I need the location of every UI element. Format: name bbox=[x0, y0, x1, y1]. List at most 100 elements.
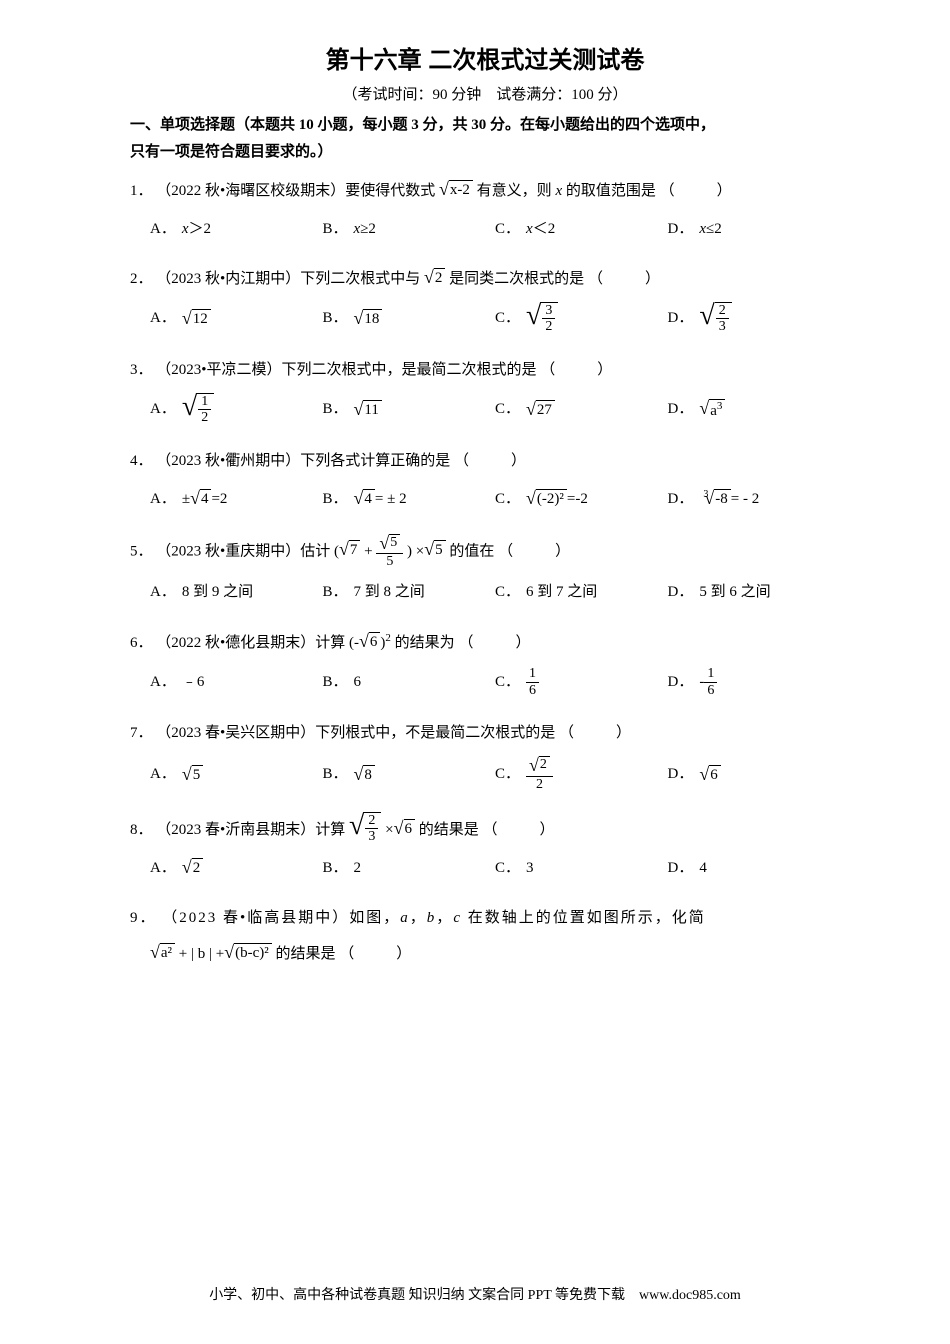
sqrt-icon: √4 bbox=[190, 489, 211, 508]
val: 12 bbox=[192, 309, 211, 328]
q4-text: （2023 秋•衢州期中）下列各式计算正确的是 bbox=[156, 453, 450, 469]
opt-label: B． bbox=[323, 484, 348, 514]
q2-sqrt: 2 bbox=[434, 268, 446, 287]
rest: ≤2 bbox=[706, 214, 722, 244]
opt-label: D． bbox=[668, 214, 694, 244]
q8-stem: 8． （2023 春•沂南县期末）计算 √23 ×√6 的结果是 （ ） bbox=[130, 812, 840, 845]
val: 18 bbox=[363, 309, 382, 328]
q7-opt-c: C．√22 bbox=[495, 756, 668, 792]
base: a bbox=[710, 403, 717, 419]
opt-label: D． bbox=[668, 853, 694, 883]
post: =-2 bbox=[567, 484, 588, 514]
q9-text-c: 的结果是 bbox=[276, 946, 336, 962]
q6-options: A．﹣6 B．6 C．16 D．-16 bbox=[150, 666, 840, 698]
plus1: + | b | + bbox=[175, 946, 224, 962]
q8-text-b: 的结果是 bbox=[419, 822, 479, 838]
q9-text-b: 在数轴上的位置如图所示，化简 bbox=[462, 910, 706, 926]
val: 4 bbox=[200, 489, 212, 508]
q6-stem: 6． （2022 秋•德化县期末）计算 (-√6)2 的结果为 （ ） bbox=[130, 627, 840, 658]
val: 27 bbox=[536, 400, 555, 419]
pre: ± bbox=[182, 484, 190, 514]
q6-opt-d: D．-16 bbox=[668, 666, 841, 698]
q2-text-b: 是同类二次根式的是 bbox=[449, 271, 584, 287]
opt-label: D． bbox=[668, 484, 694, 514]
q3-stem: 3． （2023•平凉二模）下列二次根式中，是最简二次根式的是 （ ） bbox=[130, 355, 840, 385]
frac: 23 bbox=[364, 812, 381, 845]
frac: 23 bbox=[715, 302, 732, 335]
q1-opt-b: B．x≥2 bbox=[323, 214, 496, 244]
answer-paren: （ ） bbox=[498, 543, 574, 559]
num: 1 bbox=[704, 666, 717, 682]
question-1: 1． （2022 秋•海曙区校级期末）要使得代数式 √x-2 有意义，则 x 的… bbox=[130, 176, 840, 244]
q1-stem: 1． （2022 秋•海曙区校级期末）要使得代数式 √x-2 有意义，则 x 的… bbox=[130, 176, 840, 206]
q2-opt-c: C．√32 bbox=[495, 302, 668, 335]
q7-num: 7． bbox=[130, 725, 153, 741]
q3-options: A．√12 B．√11 C．√27 D．√a3 bbox=[150, 393, 840, 426]
den: 3 bbox=[365, 829, 378, 844]
var: x bbox=[699, 214, 706, 244]
opt-label: C． bbox=[495, 577, 520, 607]
q5-opt-d: D．5 到 6 之间 bbox=[668, 577, 841, 607]
sqrt-icon: √27 bbox=[526, 400, 555, 419]
val: 11 bbox=[363, 400, 381, 419]
question-6: 6． （2022 秋•德化县期末）计算 (-√6)2 的结果为 （ ） A．﹣6… bbox=[130, 627, 840, 698]
opt-label: B． bbox=[323, 759, 348, 789]
text: 8 到 9 之间 bbox=[182, 577, 253, 607]
q4-opt-a: A．±√4 =2 bbox=[150, 484, 323, 514]
sqrt-icon: √5 bbox=[424, 540, 445, 559]
rest: ≥2 bbox=[360, 214, 376, 244]
text: 7 到 8 之间 bbox=[354, 577, 425, 607]
q5-opt-a: A．8 到 9 之间 bbox=[150, 577, 323, 607]
rest: ＞2 bbox=[189, 214, 212, 244]
answer-paren: （ ） bbox=[588, 271, 664, 287]
num: 2 bbox=[365, 813, 378, 829]
opt-label: D． bbox=[668, 759, 694, 789]
val: 8 bbox=[363, 765, 375, 784]
section-header-line1: 一、单项选择题（本题共 10 小题，每小题 3 分，共 30 分。在每小题给出的… bbox=[130, 117, 715, 133]
sqrt-icon: √2 bbox=[182, 858, 203, 877]
frac: 12 bbox=[197, 393, 214, 426]
opt-label: A． bbox=[150, 484, 176, 514]
sqrt-icon: √12 bbox=[182, 309, 211, 328]
opt-label: B． bbox=[323, 303, 348, 333]
q8-text-a: （2023 春•沂南县期末）计算 bbox=[156, 822, 345, 838]
opt-label: B． bbox=[323, 214, 348, 244]
q7-opt-a: A．√5 bbox=[150, 759, 323, 789]
q1-text-a: （2022 秋•海曙区校级期末）要使得代数式 bbox=[156, 183, 435, 199]
num: 1 bbox=[526, 666, 539, 682]
cbrt-idx: 3 bbox=[703, 485, 708, 505]
exp: 3 bbox=[717, 400, 723, 412]
q4-opt-d: D．3√-8 = - 2 bbox=[668, 484, 841, 514]
val: 6 bbox=[404, 819, 416, 838]
val: -8 bbox=[714, 489, 731, 508]
val: (b-c)² bbox=[234, 943, 272, 962]
rest: ＜2 bbox=[533, 214, 556, 244]
val: 5 bbox=[389, 534, 400, 552]
sqrt-icon: √23 bbox=[349, 812, 381, 845]
val: a² bbox=[160, 943, 175, 962]
q2-opt-d: D．√23 bbox=[668, 302, 841, 335]
q8-options: A．√2 B．2 C．3 D．4 bbox=[150, 853, 840, 883]
q2-opt-b: B． √18 bbox=[323, 303, 496, 333]
text: ﹣6 bbox=[182, 667, 205, 697]
opt-label: B． bbox=[323, 394, 348, 424]
q1-options: A．x＞2 B．x≥2 C．x＜2 D．x≤2 bbox=[150, 214, 840, 244]
q1-text-c: 的取值范围是 bbox=[562, 183, 656, 199]
comma: ， bbox=[436, 910, 453, 926]
opt-label: C． bbox=[495, 484, 520, 514]
comma: ， bbox=[410, 910, 427, 926]
sqrt-icon: √18 bbox=[354, 309, 383, 328]
q3-num: 3． bbox=[130, 362, 153, 378]
q4-opt-c: C．√(-2)² =-2 bbox=[495, 484, 668, 514]
q3-opt-c: C．√27 bbox=[495, 394, 668, 424]
answer-paren: （ ） bbox=[339, 946, 415, 962]
sqrt7: 7 bbox=[349, 540, 361, 559]
opt-label: C． bbox=[495, 759, 520, 789]
q6-text-a: （2022 秋•德化县期末）计算 bbox=[156, 635, 345, 651]
frac: 16 bbox=[526, 666, 539, 698]
q1-opt-a: A．x＞2 bbox=[150, 214, 323, 244]
opt-label: A． bbox=[150, 214, 176, 244]
q7-stem: 7． （2023 春•吴兴区期中）下列根式中，不是最简二次根式的是 （ ） bbox=[130, 718, 840, 748]
sqrt-icon: √a² bbox=[150, 943, 175, 962]
sqrt-icon: √2 bbox=[529, 756, 550, 774]
